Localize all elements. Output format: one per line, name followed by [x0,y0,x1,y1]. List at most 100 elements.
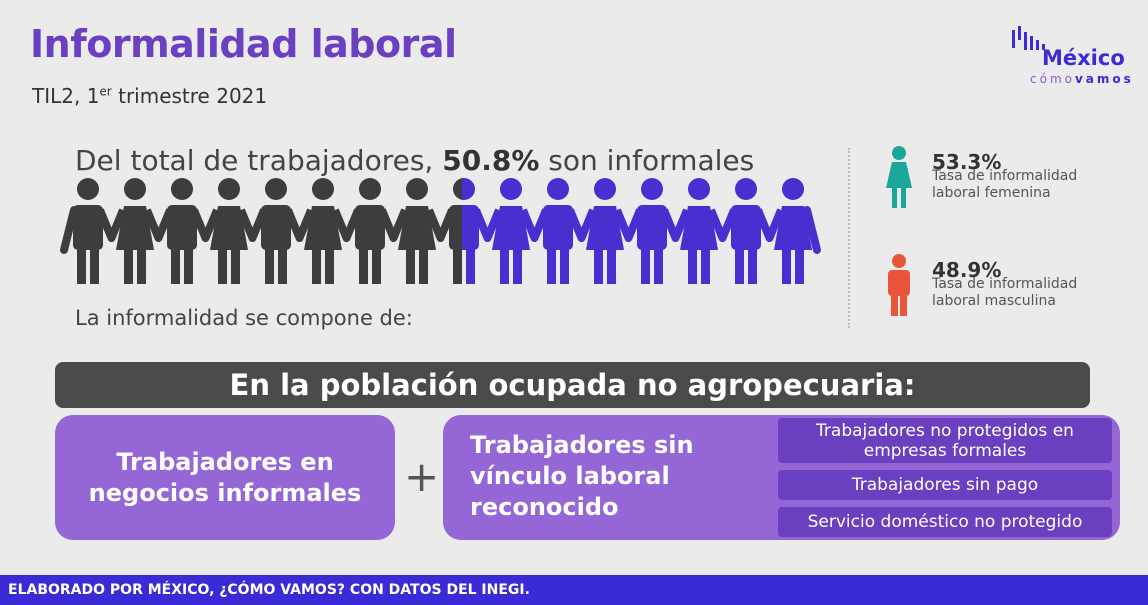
figure-part [453,248,462,284]
figure-part [774,206,812,250]
figure-part [77,178,99,200]
figure-part [372,248,381,284]
figure-part [513,248,522,284]
figure-part [261,205,291,250]
figure-part [210,206,248,250]
stat-label: Tasa de informalidad laboral masculina [932,276,1077,310]
box-informal-business: Trabajadores en negocios informales [55,415,395,540]
figure-part [641,178,663,200]
figure-part [637,205,667,250]
headline-value: 50.8% [442,144,540,177]
figure-part [284,208,315,242]
subtitle-part: TIL2, 1 [32,84,100,108]
figure-part [803,206,821,254]
figure-part [137,248,146,284]
male-icon [888,254,910,316]
figure-part [547,248,556,284]
stat-label: Tasa de informalidad laboral femenina [932,168,1077,202]
stat-value: 53.3% [932,150,1002,174]
figure-part [237,208,268,242]
figure-part [124,248,133,284]
figure-part [500,248,509,284]
figure-part [331,208,362,242]
figure-part [462,178,475,200]
figure-part [543,205,573,250]
figure-part [453,178,462,200]
footer: ELABORADO POR MÉXICO, ¿CÓMO VAMOS? CON D… [0,575,1148,605]
stat-value: 48.9% [932,258,1002,282]
figure-part [586,206,624,250]
figure-part [754,208,785,242]
figure-part [398,206,436,250]
figure-part [278,248,287,284]
figure-part [782,248,791,284]
figure-part [425,208,456,242]
figure-part [613,208,644,242]
logo-sub: cómovamos [1030,72,1134,86]
figure-part [378,208,409,242]
sub-item: Trabajadores sin pago [778,470,1112,500]
figure-part [406,248,415,284]
figure-part [304,206,342,250]
figure-part [594,178,616,200]
figure-part [359,178,381,200]
figure-part [124,178,146,200]
figure-part [167,205,197,250]
logo-bars [1012,26,1045,50]
plus-sign: + [404,452,440,501]
figure-part [607,248,616,284]
figure-part [116,206,154,250]
item-line: Trabajadores no protegidos en [816,420,1074,441]
figure-part [190,208,221,242]
figure-part [77,248,86,284]
separator [848,148,850,328]
figure-part [492,206,530,250]
stat-line: Tasa de informalidad [932,168,1078,184]
figure-part [419,248,428,284]
figure-part [312,178,334,200]
figure-part [594,248,603,284]
figure-part [265,248,274,284]
sub-item: Servicio doméstico no protegido [778,507,1112,537]
figure-part [547,178,569,200]
box-line: reconocido [470,493,619,521]
box-text: Trabajadores sin vínculo laboral reconocid… [470,430,694,523]
box-line: Trabajadores en [116,447,334,476]
sub-item: Trabajadores no protegidos en empresas fo… [778,418,1112,463]
figure-part [96,208,127,242]
figure-part [218,178,240,200]
people-informal [462,178,821,284]
compone-text: La informalidad se compone de: [75,306,413,330]
item-line: empresas formales [863,440,1027,461]
figure-part [143,208,174,242]
figure-part [359,248,368,284]
figure-part [73,205,103,250]
figure-part [519,208,550,242]
title: Informalidad laboral [30,22,457,66]
figure-part [325,248,334,284]
box-line: vínculo laboral [470,462,670,490]
figure-part [231,248,240,284]
figure-part [688,178,710,200]
figure-part [701,248,710,284]
figure-part [731,205,761,250]
logo-sub-part: vamos [1074,72,1134,86]
logo-word: México [1042,46,1125,70]
figure-part [312,248,321,284]
figure-part [265,178,287,200]
figure-part [171,178,193,200]
box-line: Trabajadores sin [470,431,694,459]
figure-part [472,208,503,242]
headline-part: son informales [539,144,755,177]
figure-part [355,205,385,250]
figure-part [566,208,597,242]
figure-part [654,248,663,284]
people-formal [60,178,462,284]
figure-part [735,178,757,200]
figure-part [660,208,691,242]
figure-part [560,248,569,284]
figure-part [748,248,757,284]
logo-sub-part: cómo [1030,72,1075,86]
subtitle-sup: er [99,84,112,99]
